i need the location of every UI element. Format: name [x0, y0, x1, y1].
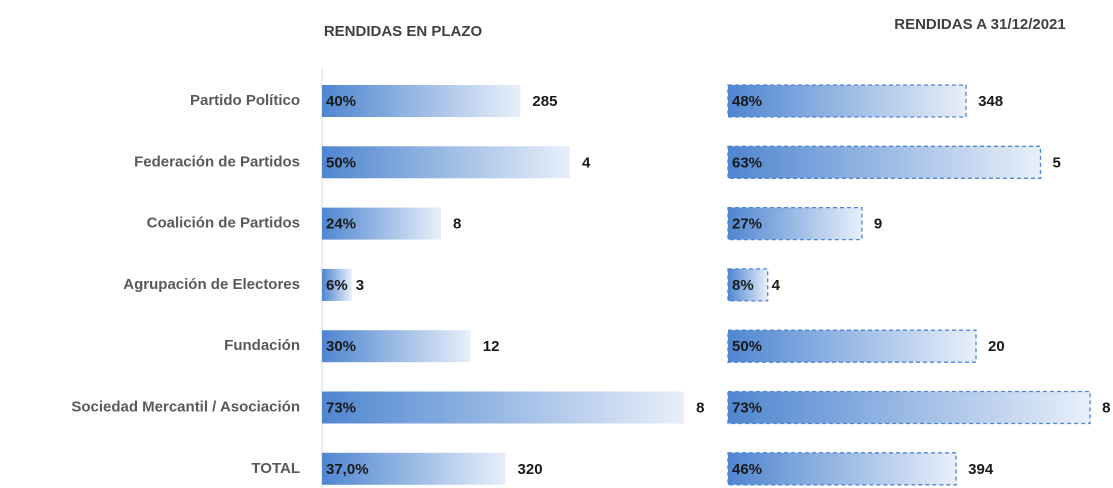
- category-label: Federación de Partidos: [134, 153, 300, 170]
- value-label: 48%: [732, 93, 762, 110]
- count-label: 320: [518, 461, 543, 478]
- count-label: 8: [453, 216, 461, 233]
- count-label: 9: [874, 216, 882, 233]
- value-label: 24%: [326, 216, 356, 233]
- category-label: Coalición de Partidos: [147, 215, 300, 232]
- bar: [727, 84, 967, 118]
- category-label: Agrupación de Electores: [123, 276, 300, 293]
- bar: [322, 207, 442, 240]
- value-label: 50%: [326, 154, 356, 171]
- bar: [322, 330, 471, 363]
- bar: [727, 145, 1042, 179]
- bar: [322, 85, 521, 117]
- chart-title: RENDIDAS A 31/12/2021: [894, 16, 1065, 33]
- count-label: 8: [1102, 399, 1110, 416]
- bar: [322, 146, 570, 179]
- value-label: 63%: [732, 154, 762, 171]
- bar: [727, 268, 769, 302]
- bar: [322, 268, 352, 301]
- value-label: 46%: [732, 461, 762, 478]
- bar: [727, 206, 863, 241]
- category-label: Fundación: [224, 337, 300, 354]
- value-label: 6%: [326, 277, 348, 294]
- bar: [322, 452, 506, 485]
- count-label: 4: [582, 154, 591, 171]
- value-label: 8%: [732, 277, 754, 294]
- value-label: 30%: [326, 338, 356, 355]
- value-label: 37,0%: [326, 461, 369, 478]
- bar: [322, 391, 685, 424]
- value-label: 50%: [732, 338, 762, 355]
- category-label: Sociedad Mercantil / Asociación: [71, 398, 300, 415]
- value-label: 27%: [732, 216, 762, 233]
- value-label: 40%: [326, 93, 356, 110]
- category-label: TOTAL: [251, 460, 300, 477]
- count-label: 20: [988, 338, 1005, 355]
- bar: [727, 390, 1091, 425]
- bar: [727, 452, 957, 486]
- bar: [727, 329, 977, 363]
- count-label: 5: [1052, 154, 1060, 171]
- value-label: 73%: [732, 399, 762, 416]
- count-label: 3: [356, 277, 364, 294]
- chart-title: RENDIDAS EN PLAZO: [324, 23, 483, 40]
- count-label: 4: [772, 277, 781, 294]
- count-label: 348: [978, 93, 1003, 110]
- value-label: 73%: [326, 399, 356, 416]
- category-label: Partido Político: [190, 92, 300, 109]
- count-label: 8: [696, 399, 704, 416]
- count-label: 285: [532, 93, 557, 110]
- count-label: 394: [968, 461, 994, 478]
- count-label: 12: [483, 338, 500, 355]
